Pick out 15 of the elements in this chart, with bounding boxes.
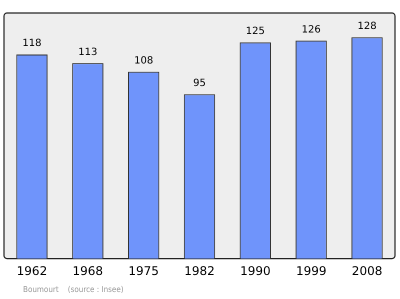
data-label: 125: [246, 26, 265, 37]
x-tick-label: 1999: [296, 264, 326, 278]
text: Boumourt (source : Insee): [23, 285, 124, 294]
x-tick-label: 1968: [72, 264, 104, 278]
data-label: 128: [358, 20, 377, 32]
x-tick-label: 1975: [128, 264, 159, 278]
x-tick-label: 1982: [184, 264, 215, 278]
data-label: 95: [193, 78, 206, 89]
data-label: 126: [302, 24, 321, 36]
x-tick-label: 1962: [16, 264, 48, 278]
data-label: 113: [78, 46, 98, 58]
data-label: 108: [134, 55, 154, 66]
data-label: 118: [22, 38, 42, 50]
x-tick-label: 2008: [352, 264, 382, 278]
x-tick-label: 1990: [240, 264, 271, 278]
